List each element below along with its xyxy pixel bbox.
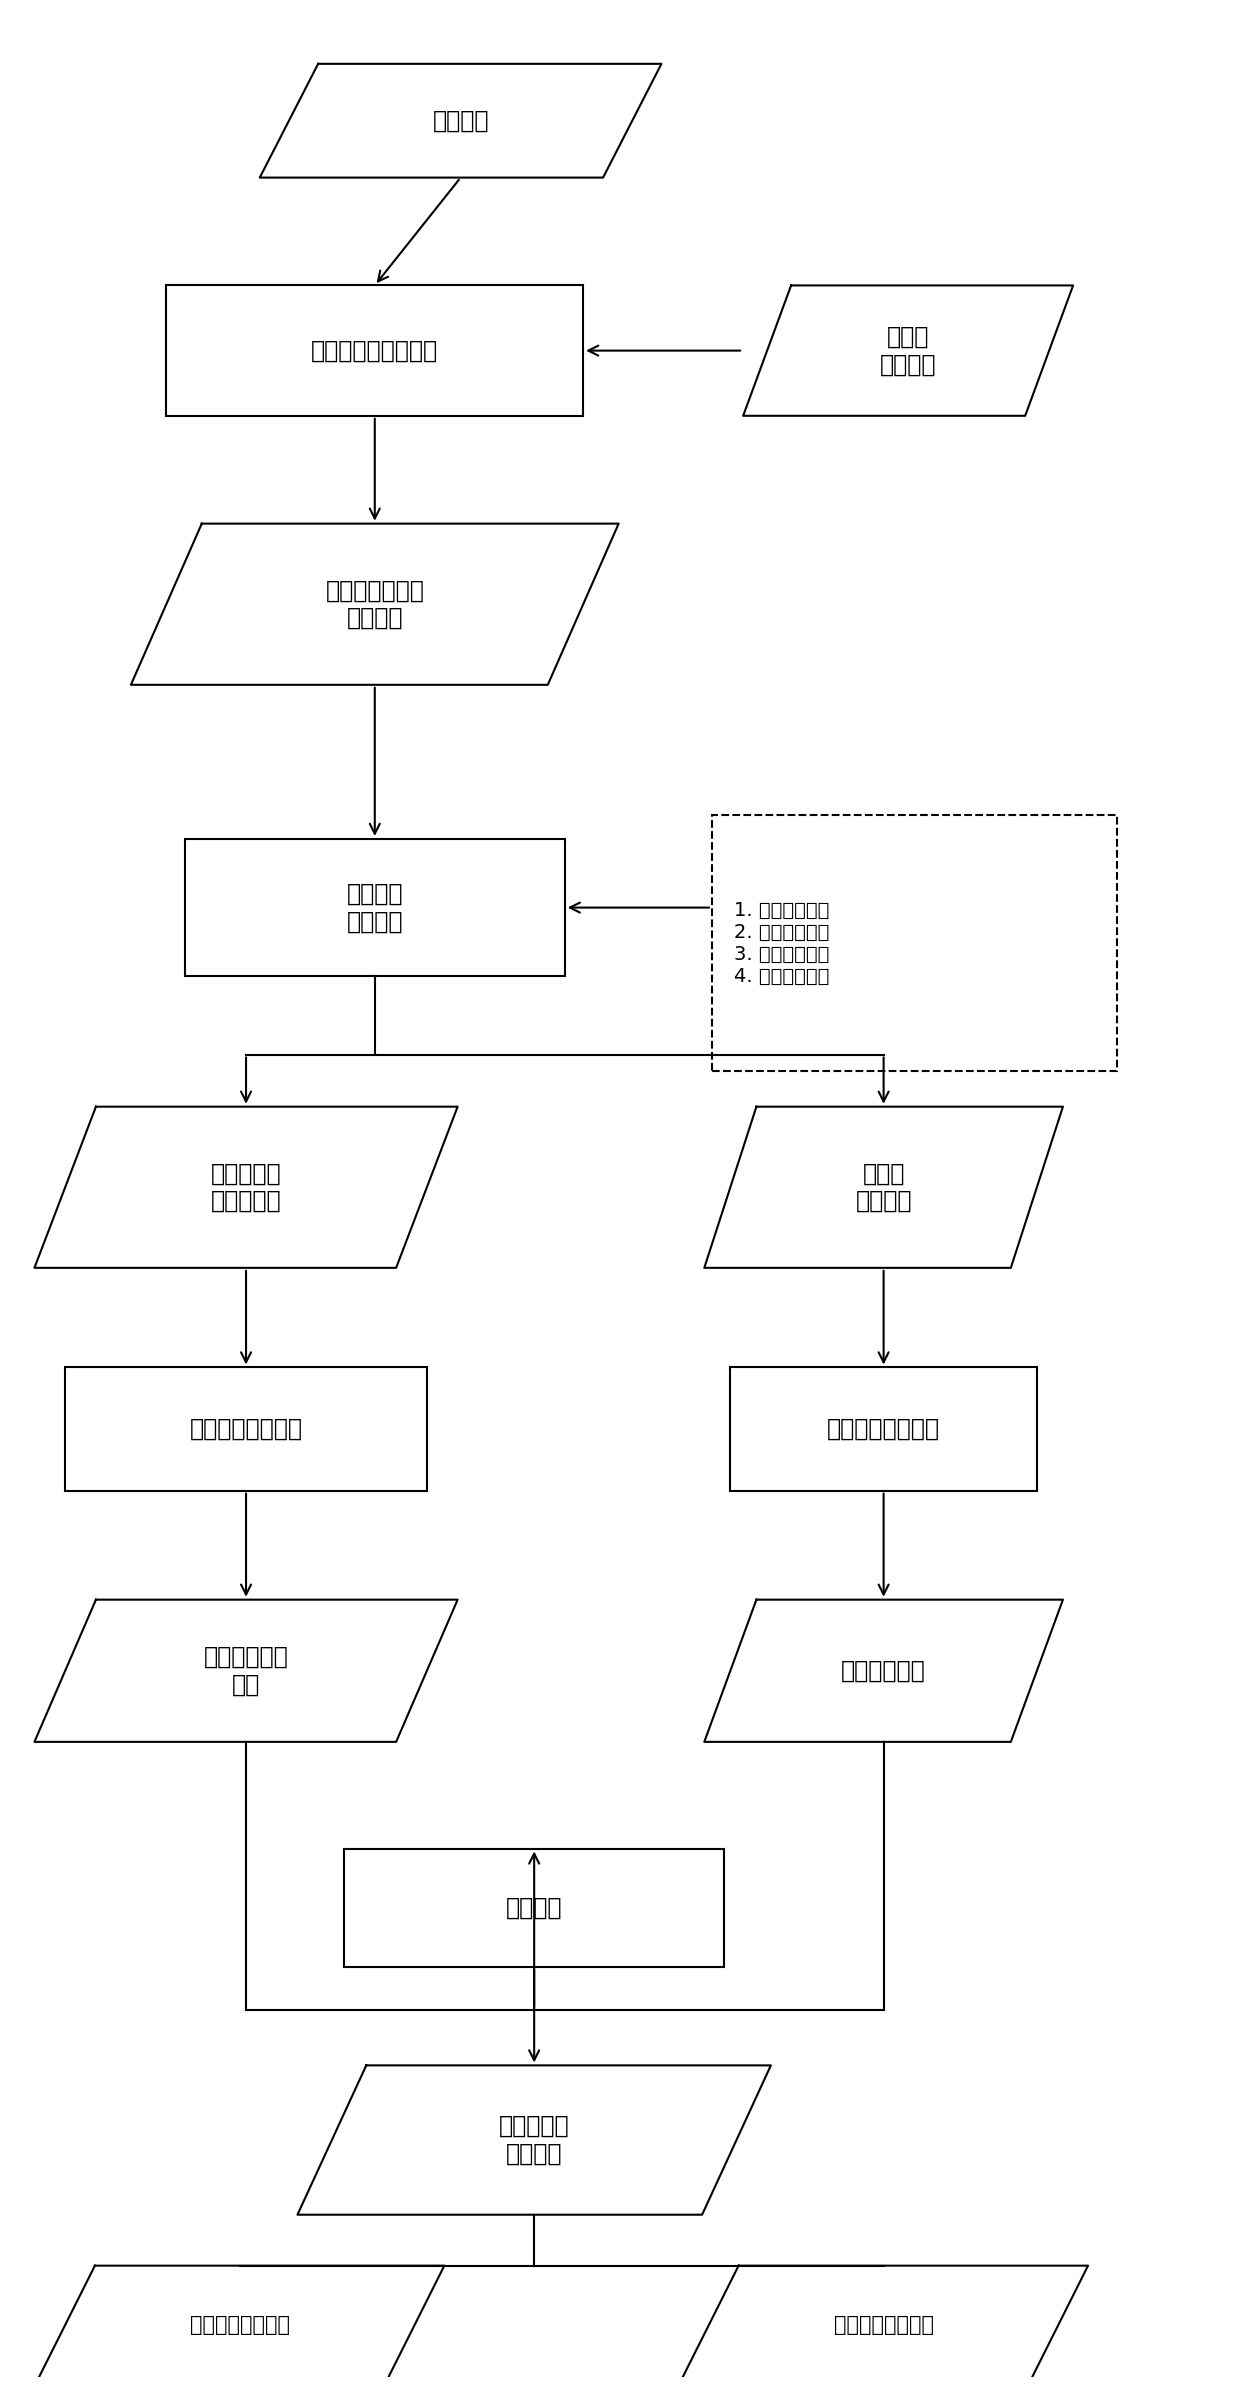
Text: 设计参数对比分析: 设计参数对比分析 — [190, 1416, 303, 1440]
Text: 检测数据查询分析: 检测数据查询分析 — [833, 2315, 934, 2334]
FancyBboxPatch shape — [345, 1848, 724, 1967]
Text: 从多个位置采集数据: 从多个位置采集数据 — [311, 339, 439, 362]
FancyBboxPatch shape — [166, 286, 583, 415]
Polygon shape — [36, 2265, 444, 2384]
Text: 激光扫描: 激光扫描 — [433, 110, 489, 134]
Polygon shape — [298, 2065, 771, 2215]
Polygon shape — [131, 524, 619, 684]
Text: 数据传输: 数据传输 — [506, 1895, 563, 1919]
Polygon shape — [680, 2265, 1087, 2384]
Text: 轨道板
三维模型: 轨道板 三维模型 — [856, 1161, 911, 1213]
FancyBboxPatch shape — [712, 815, 1116, 1070]
Polygon shape — [35, 1106, 458, 1268]
Polygon shape — [259, 64, 661, 176]
FancyBboxPatch shape — [730, 1368, 1037, 1490]
Polygon shape — [704, 1600, 1063, 1743]
Text: 外形尺寸加工
偏差: 外形尺寸加工 偏差 — [203, 1645, 289, 1697]
Text: 轨道板各部
件几何尺寸: 轨道板各部 件几何尺寸 — [211, 1161, 281, 1213]
Polygon shape — [35, 1600, 458, 1743]
Text: 轨道板表面激光
点云数据: 轨道板表面激光 点云数据 — [325, 579, 424, 629]
Text: 机械臂
移动滑轨: 机械臂 移动滑轨 — [880, 324, 936, 377]
Text: 整体加工误差: 整体加工误差 — [841, 1659, 926, 1683]
Text: 1. 平面模型拟合
2. 球型模型拟合
3. 圆柱模型拟合
4. 圆形特征提取: 1. 平面模型拟合 2. 球型模型拟合 3. 圆柱模型拟合 4. 圆形特征提取 — [734, 901, 830, 985]
FancyBboxPatch shape — [185, 839, 565, 977]
Text: 检测数据库
管理系统: 检测数据库 管理系统 — [498, 2115, 569, 2167]
Polygon shape — [743, 286, 1073, 415]
FancyBboxPatch shape — [66, 1368, 427, 1490]
Text: 模型采样
特征提取: 模型采样 特征提取 — [346, 882, 403, 935]
Text: 检测数据信息发布: 检测数据信息发布 — [190, 2315, 290, 2334]
Text: 设计模型对比分析: 设计模型对比分析 — [827, 1416, 940, 1440]
Polygon shape — [704, 1106, 1063, 1268]
